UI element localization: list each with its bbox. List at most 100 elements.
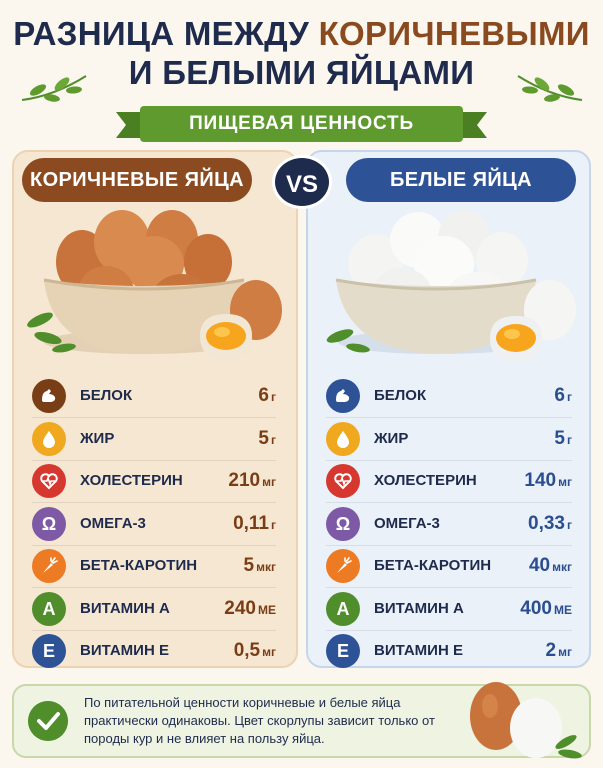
row-divider xyxy=(32,417,276,418)
ribbon-tail-right xyxy=(457,112,487,138)
nutrient-amount: 210 xyxy=(228,470,261,491)
nutrient-unit: г xyxy=(271,390,276,404)
nutrient-unit: г xyxy=(567,518,572,532)
omega-icon: Ω xyxy=(326,507,360,541)
nutrient-unit: г xyxy=(567,390,572,404)
nutrient-value: 400 МЕ xyxy=(520,591,572,628)
nutrient-name: БЕТА-КАРОТИН xyxy=(374,557,492,574)
heart-pulse-icon xyxy=(32,464,66,498)
subtitle-ribbon: ПИЩЕВАЯ ЦЕННОСТЬ xyxy=(140,106,463,142)
omega-icon: Ω xyxy=(32,507,66,541)
nutrient-name: ВИТАМИН А xyxy=(80,600,170,617)
nutrient-name: ОМЕГА-3 xyxy=(374,515,440,532)
nutrient-name: ОМЕГА-3 xyxy=(80,515,146,532)
nutrient-amount: 0,5 xyxy=(233,640,261,661)
nutrient-value: 140 мг xyxy=(524,463,572,500)
muscle-icon xyxy=(326,379,360,413)
nutrient-value: 0,33 г xyxy=(528,506,572,543)
row-divider xyxy=(326,545,572,546)
row-divider xyxy=(32,545,276,546)
nutrient-amount: 6 xyxy=(554,385,565,406)
nutrient-unit: МЕ xyxy=(258,603,276,617)
nutrient-unit: мкг xyxy=(552,560,572,574)
nutrient-name: ВИТАМИН Е xyxy=(80,642,169,659)
row-divider xyxy=(32,630,276,631)
white-eggs-label: БЕЛЫЕ ЯЙЦА xyxy=(346,158,576,202)
nutrient-name: ВИТАМИН Е xyxy=(374,642,463,659)
page-title: РАЗНИЦА МЕЖДУ КОРИЧНЕВЫМИ И БЕЛЫМИ ЯЙЦАМ… xyxy=(0,14,603,92)
leaf-sprig-right-icon xyxy=(517,75,583,102)
nutrient-name: ВИТАМИН А xyxy=(374,600,464,617)
nutrient-row: E ВИТАМИН Е 2 мг xyxy=(326,633,572,669)
nutrient-value: 2 мг xyxy=(546,633,572,670)
row-divider xyxy=(326,587,572,588)
carrot-icon xyxy=(32,549,66,583)
nutrient-row: ХОЛЕСТЕРИН 210 мг xyxy=(32,463,276,499)
nutrient-row: БЕТА-КАРОТИН 5 мкг xyxy=(32,548,276,584)
nutrient-name: БЕЛОК xyxy=(80,387,133,404)
nutrient-unit: МЕ xyxy=(554,603,572,617)
letter-e-icon: E xyxy=(32,634,66,668)
nutrient-amount: 5 xyxy=(243,555,255,576)
nutrient-row: Ω ОМЕГА-3 0,11 г xyxy=(32,506,276,542)
row-divider xyxy=(32,587,276,588)
nutrient-row: БЕТА-КАРОТИН 40 мкг xyxy=(326,548,572,584)
title-line1-dark: РАЗНИЦА МЕЖДУ xyxy=(13,15,310,52)
row-divider xyxy=(32,502,276,503)
nutrient-amount: 2 xyxy=(545,640,557,661)
nutrient-row: ХОЛЕСТЕРИН 140 мг xyxy=(326,463,572,499)
nutrient-name: БЕЛОК xyxy=(374,387,427,404)
carrot-icon xyxy=(326,549,360,583)
leaf-sprig-left-icon xyxy=(21,75,87,102)
nutrient-row: БЕЛОК 6 г xyxy=(32,378,276,414)
nutrient-row: БЕЛОК 6 г xyxy=(326,378,572,414)
nutrient-unit: мкг xyxy=(256,560,276,574)
nutrient-amount: 0,33 xyxy=(528,513,565,534)
nutrient-amount: 140 xyxy=(524,470,557,491)
nutrient-value: 40 мкг xyxy=(529,548,572,585)
nutrient-value: 5 мкг xyxy=(244,548,276,585)
nutrient-value: 0,5 мг xyxy=(234,633,276,670)
nutrient-value: 210 мг xyxy=(228,463,276,500)
nutrient-amount: 6 xyxy=(258,385,269,406)
nutrient-name: БЕТА-КАРОТИН xyxy=(80,557,198,574)
nutrient-unit: г xyxy=(271,433,276,447)
nutrient-row: Ω ОМЕГА-3 0,33 г xyxy=(326,506,572,542)
row-divider xyxy=(32,460,276,461)
nutrient-unit: мг xyxy=(558,475,572,489)
nutrient-amount: 5 xyxy=(258,428,269,449)
heart-pulse-icon xyxy=(326,464,360,498)
row-divider xyxy=(326,417,572,418)
drop-icon xyxy=(32,422,66,456)
nutrient-name: ХОЛЕСТЕРИН xyxy=(374,472,477,489)
nutrient-name: ХОЛЕСТЕРИН xyxy=(80,472,183,489)
drop-icon xyxy=(326,422,360,456)
nutrient-row: E ВИТАМИН Е 0,5 мг xyxy=(32,633,276,669)
nutrient-name: ЖИР xyxy=(80,430,115,447)
nutrient-value: 0,11 г xyxy=(233,506,276,543)
nutrient-name: ЖИР xyxy=(374,430,409,447)
nutrient-row: ЖИР 5 г xyxy=(326,421,572,457)
letter-a-icon: A xyxy=(32,592,66,626)
title-line1-brown: КОРИЧНЕВЫМИ xyxy=(318,15,590,52)
row-divider xyxy=(326,460,572,461)
footer-text: По питательной ценности коричневые и бел… xyxy=(84,695,435,746)
ribbon-tail-left xyxy=(116,112,146,138)
nutrient-unit: г xyxy=(271,518,276,532)
nutrient-unit: мг xyxy=(262,645,276,659)
white-eggs-bowl-illustration xyxy=(326,210,576,362)
checkmark-icon xyxy=(28,701,68,741)
muscle-icon xyxy=(32,379,66,413)
nutrient-amount: 400 xyxy=(520,598,552,619)
nutrient-unit: г xyxy=(567,433,572,447)
nutrient-row: A ВИТАМИН А 400 МЕ xyxy=(326,591,572,627)
brown-eggs-label: КОРИЧНЕВЫЕ ЯЙЦА xyxy=(22,158,252,202)
letter-a-icon: A xyxy=(326,592,360,626)
row-divider xyxy=(326,630,572,631)
nutrient-amount: 40 xyxy=(528,555,551,576)
nutrient-row: A ВИТАМИН А 240 МЕ xyxy=(32,591,276,627)
